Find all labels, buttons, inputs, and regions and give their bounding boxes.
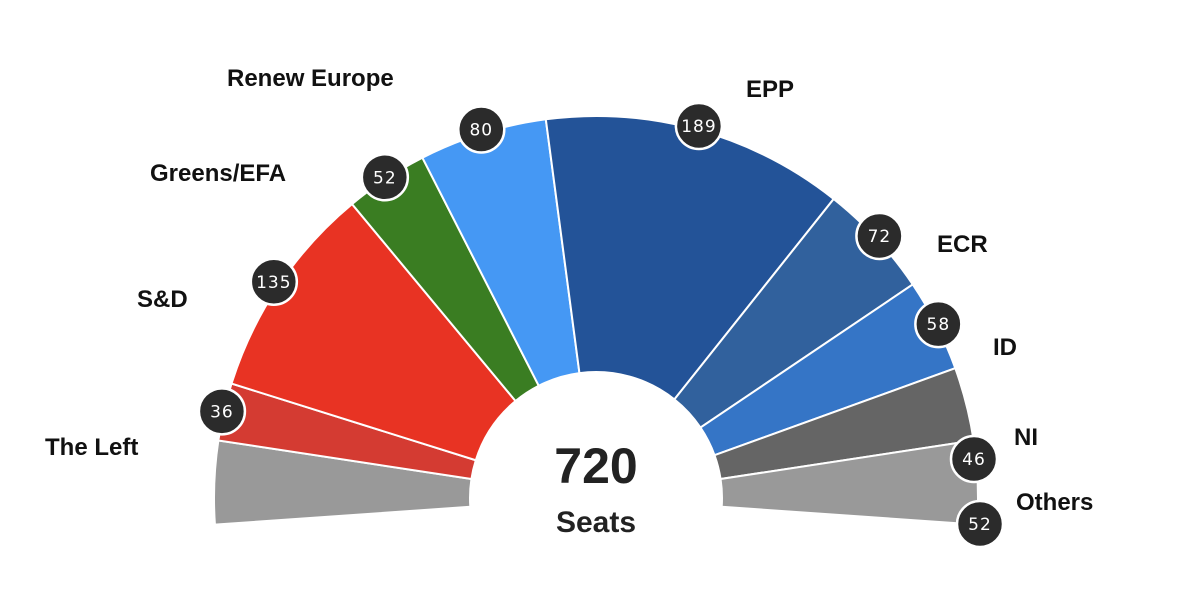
badge-value-id: 58 [927,315,951,335]
segments-group [213,115,979,526]
badge-circle-sandd [249,257,299,307]
badge-others: 52 [955,499,1005,549]
badge-value-ecr: 72 [868,227,892,247]
label-id: ID [993,334,1017,361]
badge-circle-others [955,499,1005,549]
badge-value-sandd: 135 [256,273,291,293]
badge-value-others: 52 [968,515,992,535]
badge-value-renew-europe: 80 [469,120,493,140]
badge-ni: 46 [949,434,999,484]
badge-sandd: 135 [249,257,299,307]
badge-ecr: 72 [855,211,904,261]
badge-renew-europe: 80 [457,105,506,154]
badge-circle-ecr [855,211,904,261]
badge-circle-the-left [197,387,247,436]
label-ni: NI [1014,424,1038,451]
segment-epp [544,115,836,401]
labels-group: The Left S&D Greens/EFA Renew Europe EPP ECR I… [45,65,1093,516]
badge-circle-greens-efa [360,153,410,202]
total-seats-label: Seats [556,506,636,539]
badge-value-greens-efa: 52 [373,168,397,188]
badge-value-epp: 189 [681,117,716,137]
label-greens-efa: Greens/EFA [150,160,286,187]
label-sandd: S&D [137,286,188,313]
label-renew-europe: Renew Europe [227,65,394,92]
segment-sandd [230,202,517,462]
label-others: Others [1016,489,1093,516]
badge-circle-renew-europe [457,105,506,154]
badge-id: 58 [914,299,963,349]
badge-circle-ni [949,434,999,484]
badge-circle-epp [674,101,724,151]
badge-value-the-left: 36 [210,402,234,422]
badges-group: 36 135 52 80 189 72 58 46 52 [197,101,1005,549]
badge-value-ni: 46 [962,450,986,470]
badge-epp: 189 [674,101,724,151]
label-epp: EPP [746,76,794,103]
badge-greens-efa: 52 [360,153,410,202]
badge-circle-id [914,299,963,349]
label-ecr: ECR [937,231,988,258]
label-the-left: The Left [45,434,138,461]
total-seats-number: 720 [554,438,637,494]
badge-the-left: 36 [197,387,247,436]
